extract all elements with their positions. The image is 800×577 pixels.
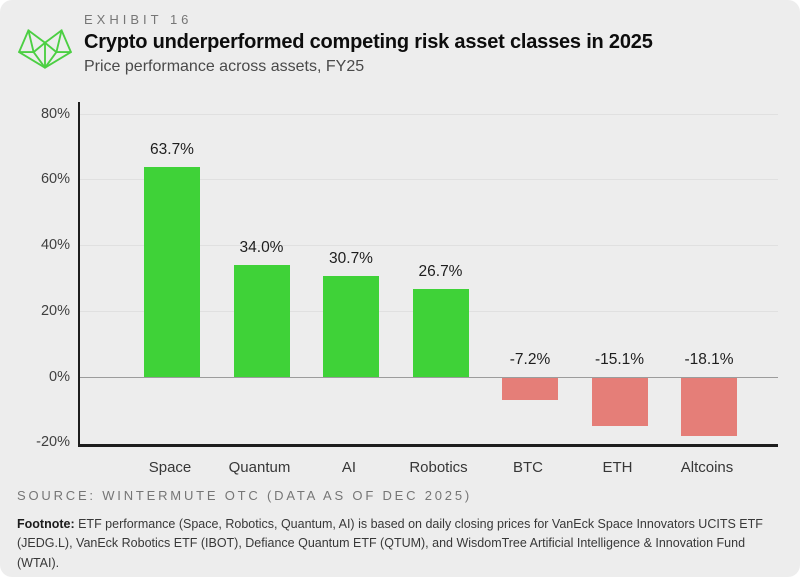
category-label: ETH: [602, 459, 633, 476]
wintermute-logo-icon: [18, 29, 72, 69]
bar-eth: [591, 377, 648, 427]
y-axis-tick-label: 40%: [40, 237, 70, 254]
bar-space: [144, 167, 200, 377]
y-axis-tick-label: 0%: [49, 368, 70, 385]
bar-btc: [502, 377, 558, 401]
category-label: Quantum: [228, 459, 291, 476]
plot-area: 63.7% 34.0% 30.7% 26.7% -7.2% -15.1% -18.1%: [78, 102, 778, 447]
footnote: Footnote: ETF performance (Space, Roboti…: [17, 515, 783, 573]
value-label: -18.1%: [684, 350, 734, 368]
y-axis-tick-label: 60%: [40, 171, 70, 188]
value-label: 34.0%: [239, 238, 284, 256]
exhibit-label: EXHIBIT 16: [84, 12, 193, 27]
value-label: -7.2%: [509, 350, 551, 368]
footnote-text: ETF performance (Space, Robotics, Quantu…: [17, 517, 763, 570]
value-label: -15.1%: [594, 350, 645, 368]
category-label: AI: [341, 459, 357, 476]
zero-gridline: [80, 376, 778, 378]
y-axis-tick-label: 20%: [40, 302, 70, 319]
chart-subtitle: Price performance across assets, FY25: [84, 58, 365, 75]
gridline: [80, 179, 778, 181]
gridline: [80, 245, 778, 247]
bar-quantum: [233, 264, 290, 377]
category-label: Space: [148, 459, 192, 476]
category-label: BTC: [513, 459, 543, 476]
y-axis-tick-label: -20%: [36, 434, 70, 451]
source-line: SOURCE: WINTERMUTE OTC (DATA AS OF DEC 2…: [17, 488, 472, 503]
bar-robotics: [412, 288, 469, 377]
category-label: Altcoins: [680, 459, 734, 476]
bar-ai: [323, 275, 379, 377]
value-label: 63.7%: [150, 141, 194, 159]
footnote-label: Footnote:: [17, 517, 75, 531]
bar-altcoins: [681, 377, 737, 437]
value-label: 30.7%: [329, 249, 373, 267]
value-label: 26.7%: [418, 262, 463, 280]
y-axis-tick-label: 80%: [40, 105, 70, 122]
chart-title: Crypto underperformed competing risk ass…: [84, 31, 653, 53]
category-label: Robotics: [409, 459, 468, 476]
gridline: [80, 113, 778, 115]
